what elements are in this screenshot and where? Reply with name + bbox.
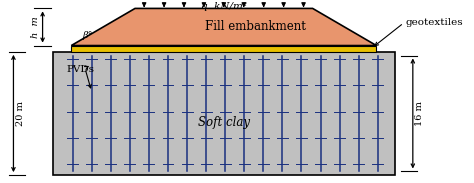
Text: 20 m: 20 m — [16, 101, 25, 126]
Text: PVDs: PVDs — [67, 65, 95, 74]
Text: geotextiles: geotextiles — [406, 18, 464, 27]
Text: q  kN/m²: q kN/m² — [201, 1, 247, 11]
Text: h  m: h m — [31, 16, 40, 38]
Text: β°: β° — [82, 31, 93, 40]
Bar — [71, 46, 376, 52]
Text: Fill embankment: Fill embankment — [205, 20, 306, 33]
Text: Soft clay: Soft clay — [198, 116, 250, 129]
Polygon shape — [71, 8, 376, 46]
Bar — [53, 52, 395, 175]
Text: 16 m: 16 m — [415, 101, 424, 126]
